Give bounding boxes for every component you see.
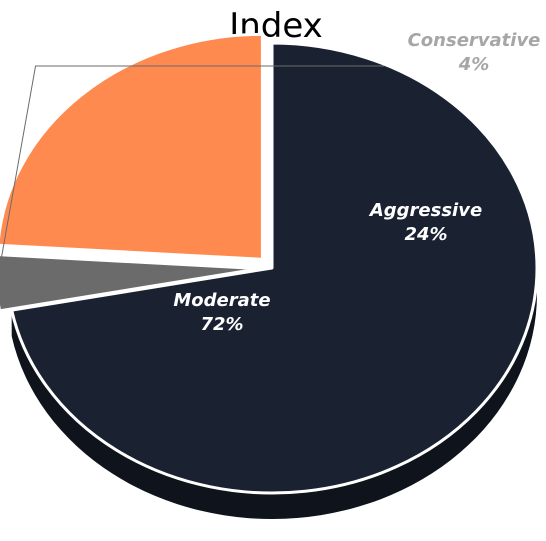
slice-aggressive <box>0 32 264 261</box>
slice-label-conservative: Conservative <box>408 30 541 51</box>
slice-moderate <box>10 41 539 495</box>
slice-label-aggressive: Aggressive <box>368 200 482 221</box>
slice-conservative <box>0 253 262 313</box>
slice-label-moderate: Moderate <box>173 290 270 311</box>
slice-value-moderate: 72% <box>200 314 243 335</box>
leader-line-conservative <box>0 65 384 269</box>
slice-value-conservative: 4% <box>458 54 490 75</box>
slice-value-aggressive: 24% <box>404 224 447 245</box>
